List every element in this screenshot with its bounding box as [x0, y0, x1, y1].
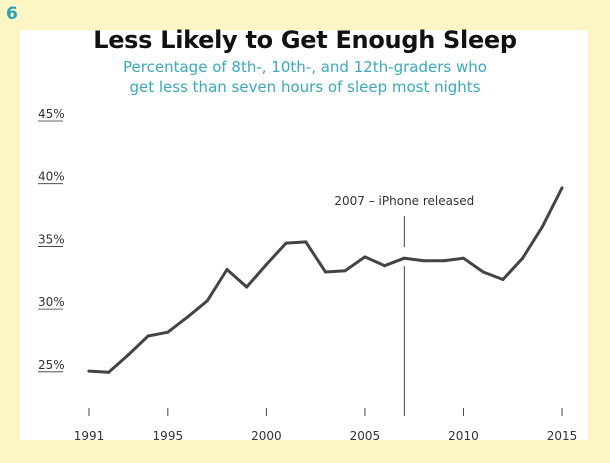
data-point [461, 256, 465, 260]
data-point [560, 186, 564, 190]
data-point [284, 241, 288, 245]
data-point [107, 370, 111, 374]
data-point [402, 256, 406, 260]
iphone-annotation-label: 2007 – iPhone released [334, 194, 474, 208]
chart-title: Less Likely to Get Enough Sleep [93, 26, 517, 54]
x-tick-label: 2015 [547, 429, 578, 443]
y-tick-label: 45% [38, 107, 65, 121]
data-point [521, 256, 525, 260]
data-point [383, 264, 387, 268]
data-point [166, 330, 170, 334]
y-tick-label: 40% [38, 170, 65, 184]
figure-number-badge: 6 [6, 4, 18, 24]
data-point [264, 262, 268, 266]
data-point [205, 299, 209, 303]
data-point [225, 267, 229, 271]
data-point [501, 278, 505, 282]
data-point [87, 369, 91, 373]
data-point [245, 285, 249, 289]
x-tick-label: 2000 [251, 429, 282, 443]
chart-subtitle-line-2: get less than seven hours of sleep most … [129, 78, 481, 96]
chart-subtitle-line-1: Percentage of 8th-, 10th-, and 12th-grad… [123, 58, 487, 76]
x-tick-label: 1995 [153, 429, 184, 443]
series-line [87, 186, 564, 374]
x-tick-label: 1991 [74, 429, 105, 443]
data-point [363, 255, 367, 259]
data-point [324, 270, 327, 274]
chart-panel [20, 30, 588, 440]
y-tick-label: 30% [38, 295, 65, 309]
y-tick-label: 35% [38, 232, 65, 246]
data-point [481, 270, 485, 274]
x-tick-label: 2010 [448, 429, 479, 443]
data-point [540, 225, 544, 229]
data-point [146, 334, 150, 338]
data-point [304, 240, 308, 244]
data-point [343, 269, 347, 273]
data-point [186, 315, 190, 319]
data-point [422, 259, 426, 263]
x-tick-label: 2005 [350, 429, 381, 443]
data-point [442, 259, 446, 263]
data-point [126, 353, 130, 357]
y-tick-label: 25% [38, 358, 65, 372]
